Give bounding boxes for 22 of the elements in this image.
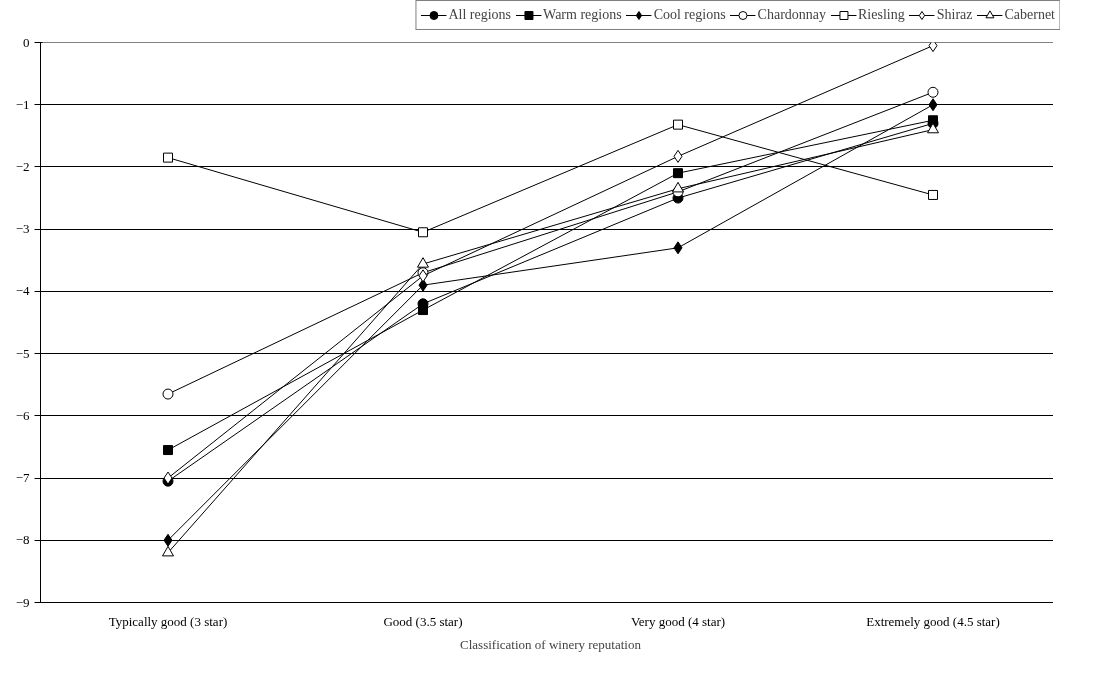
y-tick-label: −8 <box>15 532 30 548</box>
y-tick-label: 0 <box>23 34 30 50</box>
y-tick-label: −9 <box>15 594 30 610</box>
legend-label: Chardonnay <box>757 7 827 23</box>
x-tick-label: Typically good (3 star) <box>108 613 228 629</box>
legend-label: Riesling <box>858 7 905 23</box>
legend-label: All regions <box>448 7 512 23</box>
x-tick-label: Extremely good (4.5 star) <box>866 613 1000 629</box>
y-tick-label: −1 <box>15 96 30 112</box>
y-tick-label: −4 <box>15 283 30 299</box>
legend-label: Cabernet <box>1004 7 1055 23</box>
x-axis-title: Classification of winery reputation <box>460 636 642 652</box>
y-tick-label: −5 <box>15 345 30 361</box>
x-tick-label: Good (3.5 star) <box>383 613 463 629</box>
legend-label: Warm regions <box>543 7 622 23</box>
y-tick-label: −6 <box>15 407 30 423</box>
x-tick-label: Very good (4 star) <box>630 613 726 629</box>
y-tick-label: −7 <box>15 470 30 486</box>
legend-label: Cool regions <box>653 7 726 23</box>
y-tick-label: −3 <box>15 221 30 237</box>
legend-label: Shiraz <box>936 7 973 23</box>
y-tick-label: −2 <box>15 158 30 174</box>
